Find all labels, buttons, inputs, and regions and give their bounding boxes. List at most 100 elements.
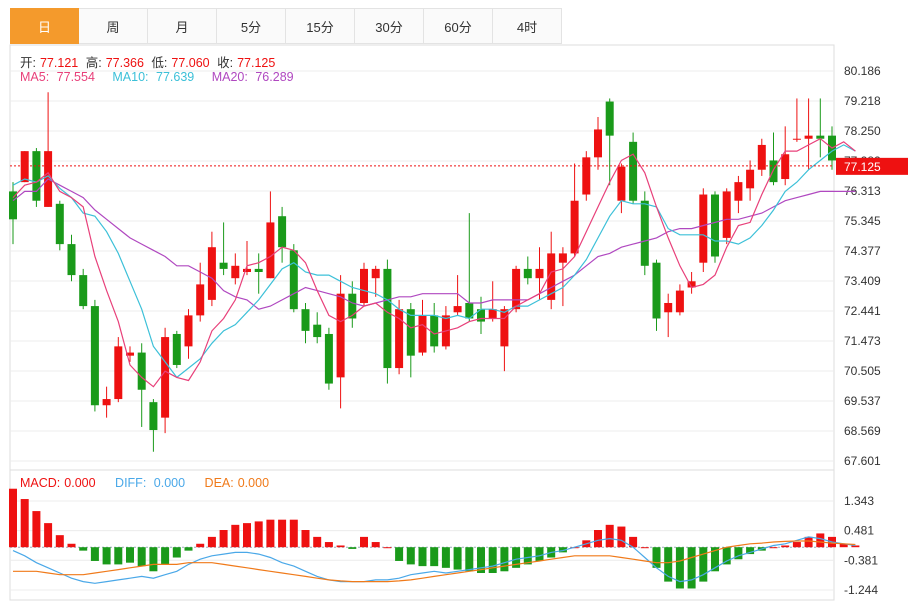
open-value: 77.121	[39, 56, 79, 70]
candle-body	[675, 290, 684, 313]
macd-bar	[184, 547, 193, 551]
candle-body	[102, 399, 111, 406]
candle-body	[640, 200, 649, 266]
candle-body	[570, 200, 579, 254]
candle-body	[243, 268, 251, 272]
candle-body	[55, 203, 64, 245]
macd-bar	[102, 547, 111, 565]
macd-bar	[746, 547, 755, 555]
last-price-badge	[836, 157, 908, 175]
tab-day[interactable]: 日	[10, 8, 79, 44]
candle-body	[816, 135, 825, 139]
macd-bar	[313, 536, 322, 548]
ma10-value: 77.639	[156, 70, 195, 84]
candle-body	[453, 306, 462, 313]
macd-bar	[243, 523, 251, 548]
y-tick-label: 69.537	[844, 394, 881, 408]
macd-bar	[617, 526, 626, 548]
macd-readout-item: MACD: 0.000	[20, 476, 100, 490]
macd-bar	[55, 535, 64, 548]
candle-body	[254, 268, 263, 272]
candle-body	[184, 315, 193, 347]
macd-bar	[792, 542, 801, 548]
main-panel-frame	[9, 44, 835, 471]
macd-bar	[465, 547, 474, 572]
macd-bar	[360, 536, 368, 548]
macd-bar	[488, 547, 497, 574]
tab-5min[interactable]: 5分	[217, 8, 286, 44]
y-tick-label: 71.473	[844, 334, 881, 348]
macd-bar	[675, 547, 684, 589]
low-label: 低:	[151, 56, 168, 70]
macd-bar	[161, 547, 170, 565]
tab-4hour[interactable]: 4时	[493, 8, 562, 44]
candle-body	[617, 166, 626, 201]
macd-bar	[172, 547, 181, 558]
macd-bar	[20, 499, 29, 548]
y-tick-label: 67.601	[844, 454, 881, 468]
dea-readout-item: DEA: 0.000	[205, 476, 273, 490]
tab-15min[interactable]: 15分	[286, 8, 355, 44]
y-tick-label: 70.505	[844, 364, 881, 378]
candle-body	[196, 284, 205, 316]
macd-bar	[664, 547, 673, 582]
macd-bar	[769, 547, 778, 549]
macd-bar	[441, 547, 450, 568]
candle-body	[161, 337, 170, 418]
tab-60min[interactable]: 60分	[424, 8, 493, 44]
macd-bar	[734, 547, 743, 560]
y-tick-label: 76.313	[844, 184, 881, 198]
macd-bar	[594, 530, 602, 548]
candle-body	[126, 352, 134, 356]
macd-bar	[558, 547, 567, 553]
candle-body	[231, 265, 240, 279]
close-value: 77.125	[237, 56, 276, 70]
macd-bar	[196, 543, 205, 548]
candle-body	[32, 151, 41, 201]
candle-body	[535, 268, 544, 279]
candle-body	[652, 262, 661, 319]
macd-bar	[687, 547, 696, 589]
dea-line	[13, 540, 856, 583]
tab-week[interactable]: 周	[79, 8, 148, 44]
macd-bar	[90, 547, 99, 561]
candle-body	[594, 129, 602, 158]
candle-body	[149, 402, 158, 431]
candle-body	[500, 309, 509, 347]
candle-body	[722, 191, 731, 238]
macd-bar	[336, 545, 345, 548]
close-label: 收:	[217, 56, 234, 70]
macd-bar	[605, 524, 614, 548]
candle-body	[79, 275, 88, 307]
ma5-label: MA5:	[20, 70, 50, 84]
macd-bar	[781, 545, 790, 548]
macd-y-tick-label: 0.481	[844, 524, 874, 538]
macd-label: MACD:	[20, 476, 61, 490]
macd-y-tick-label: 1.343	[844, 494, 874, 508]
ma10-line	[12, 144, 856, 379]
macd-bar	[278, 519, 287, 548]
candle-body	[266, 222, 275, 279]
candle-body	[734, 182, 743, 201]
macd-bar	[711, 547, 719, 572]
ma20-readout: MA20: 76.289	[212, 70, 298, 84]
macd-bar	[512, 547, 521, 568]
low-value: 77.060	[171, 56, 210, 70]
candle-body	[430, 315, 439, 347]
open-label: 开:	[20, 56, 36, 70]
candle-body	[383, 268, 392, 369]
tab-30min[interactable]: 30分	[355, 8, 424, 44]
y-tick-label: 79.218	[844, 94, 881, 108]
macd-bar	[640, 547, 649, 549]
candle-body	[20, 151, 29, 183]
high-label: 高:	[85, 56, 102, 70]
candle-body	[477, 309, 485, 322]
candle-body	[465, 302, 474, 319]
candle-body	[547, 253, 556, 300]
y-tick-label: 68.569	[844, 424, 881, 438]
tab-month[interactable]: 月	[148, 8, 217, 44]
macd-bar	[816, 533, 825, 548]
macd-bar	[652, 547, 661, 568]
macd-bar	[383, 547, 392, 549]
